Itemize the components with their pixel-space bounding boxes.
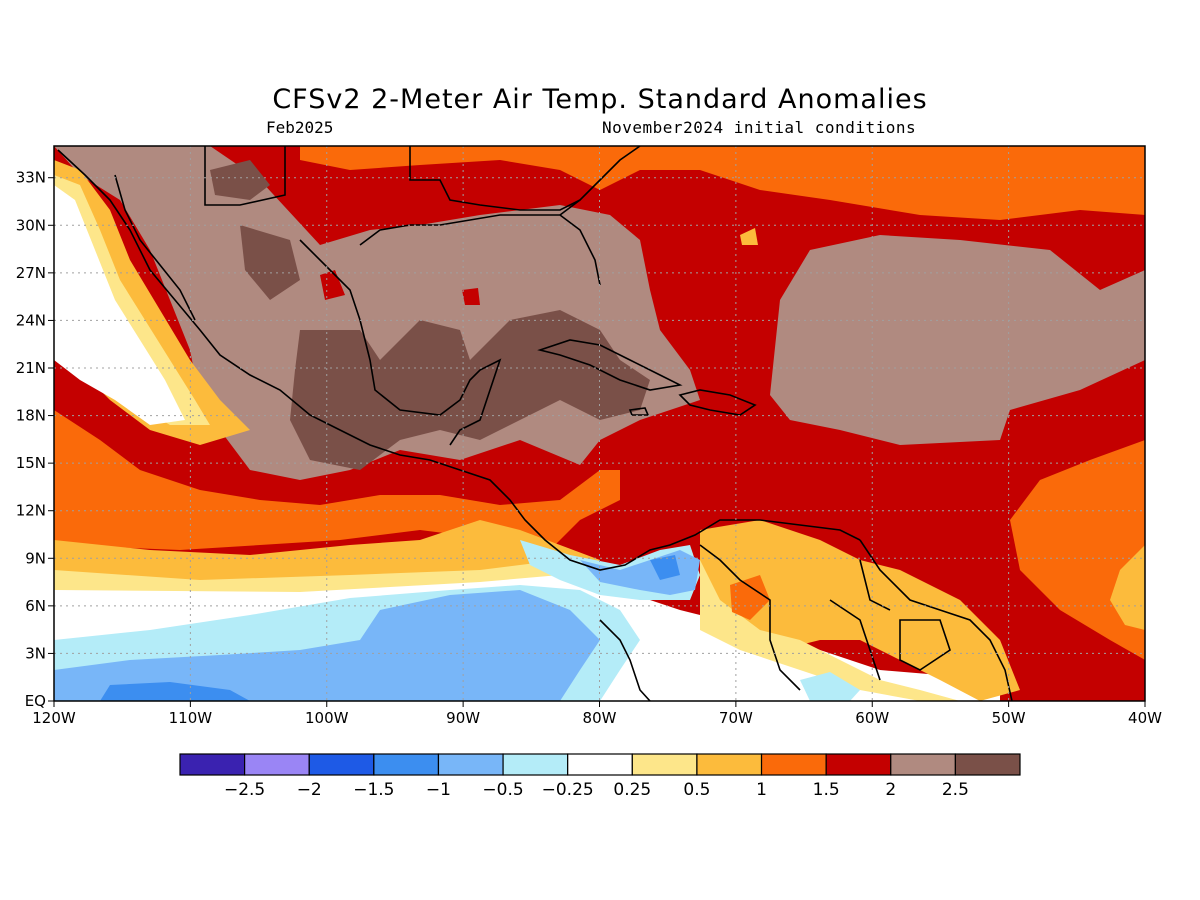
y-tick-label: 15N	[16, 454, 46, 472]
colorbar-label: −1	[426, 780, 451, 800]
colorbar-swatch	[373, 753, 440, 776]
field-red-patch-2	[320, 270, 345, 300]
field-red-patch-1	[462, 288, 480, 305]
y-tick-label: 6N	[25, 597, 46, 615]
field-gold-patch-1	[740, 228, 758, 245]
colorbar-label: −1.5	[353, 780, 394, 800]
colorbar-swatch	[631, 753, 698, 776]
colorbar-swatch	[244, 753, 310, 776]
colorbar-label: 1	[756, 780, 767, 800]
y-tick-label: 9N	[25, 549, 46, 567]
y-tick-label: EQ	[25, 692, 46, 710]
colorbar-swatch	[308, 753, 375, 776]
colorbar-label: 2	[885, 780, 896, 800]
field-darkbrown-core-1	[290, 310, 650, 470]
y-tick-label: 18N	[16, 407, 46, 425]
colorbar-swatch	[567, 753, 633, 776]
field-white-west	[54, 185, 185, 425]
x-tick-label: 40W	[1128, 709, 1162, 727]
field-brown-atlantic	[770, 235, 1145, 445]
y-axis: EQ 3N 6N 9N 12N 15N 18N 21N 24N 27N 30N 33N	[16, 169, 54, 710]
grid-lines	[54, 146, 1145, 701]
x-tick-label: 70W	[719, 709, 753, 727]
field-orange-southamerica	[730, 575, 770, 620]
colorbar: −2.5 −2 −1.5 −1 −0.5 −0.25 0.25 0.5 1 1.5 2 2.5	[179, 753, 1021, 800]
y-tick-label: 30N	[16, 216, 46, 234]
y-tick-label: 27N	[16, 264, 46, 282]
y-tick-label: 24N	[16, 311, 46, 329]
map-title: CFSv2 2-Meter Air Temp. Standard Anomali…	[272, 84, 928, 115]
y-tick-label: 12N	[16, 502, 46, 520]
x-tick-label: 100W	[305, 709, 349, 727]
colorbar-swatch	[502, 753, 569, 776]
colorbar-swatch	[696, 753, 763, 776]
colorbar-label: 0.25	[613, 780, 651, 800]
colorbar-swatch	[825, 753, 892, 776]
colorbar-label: −0.25	[542, 780, 594, 800]
x-axis: 120W 110W 100W 90W 80W 70W 60W 50W 40W	[32, 701, 1162, 727]
field-blue-pacific	[100, 682, 250, 701]
colorbar-swatch	[890, 753, 956, 776]
colorbar-swatch	[760, 753, 827, 776]
colorbar-label: 1.5	[813, 780, 840, 800]
y-tick-label: 21N	[16, 359, 46, 377]
field-orange-east	[1010, 440, 1145, 660]
field-gold-east	[1110, 545, 1145, 630]
colorbar-swatch	[437, 753, 504, 776]
x-tick-label: 120W	[32, 709, 76, 727]
field-orange-north	[300, 146, 1145, 220]
y-tick-label: 3N	[25, 644, 46, 662]
x-tick-label: 80W	[583, 709, 617, 727]
x-tick-label: 110W	[169, 709, 213, 727]
initial-conditions-label: November2024 initial conditions	[602, 118, 917, 137]
x-tick-label: 50W	[992, 709, 1026, 727]
coastlines	[57, 146, 1013, 701]
valid-month-label: Feb2025	[266, 118, 334, 137]
colorbar-label: −2	[297, 780, 322, 800]
colorbar-label: 2.5	[942, 780, 969, 800]
colorbar-label: −2.5	[224, 780, 265, 800]
field-cyan-amazon	[800, 672, 860, 701]
field-blue-colombia	[650, 555, 680, 580]
colorbar-swatch	[179, 753, 246, 776]
x-tick-label: 90W	[446, 709, 480, 727]
field-darkbrown-core-2	[210, 160, 270, 200]
y-tick-label: 33N	[16, 169, 46, 187]
colorbar-swatch	[954, 753, 1021, 776]
colorbar-label: 0.5	[683, 780, 710, 800]
x-tick-label: 60W	[855, 709, 889, 727]
field-darkbrown-core-3	[240, 225, 300, 300]
field-orange-patch-1	[1060, 155, 1090, 170]
colorbar-label: −0.5	[482, 780, 523, 800]
